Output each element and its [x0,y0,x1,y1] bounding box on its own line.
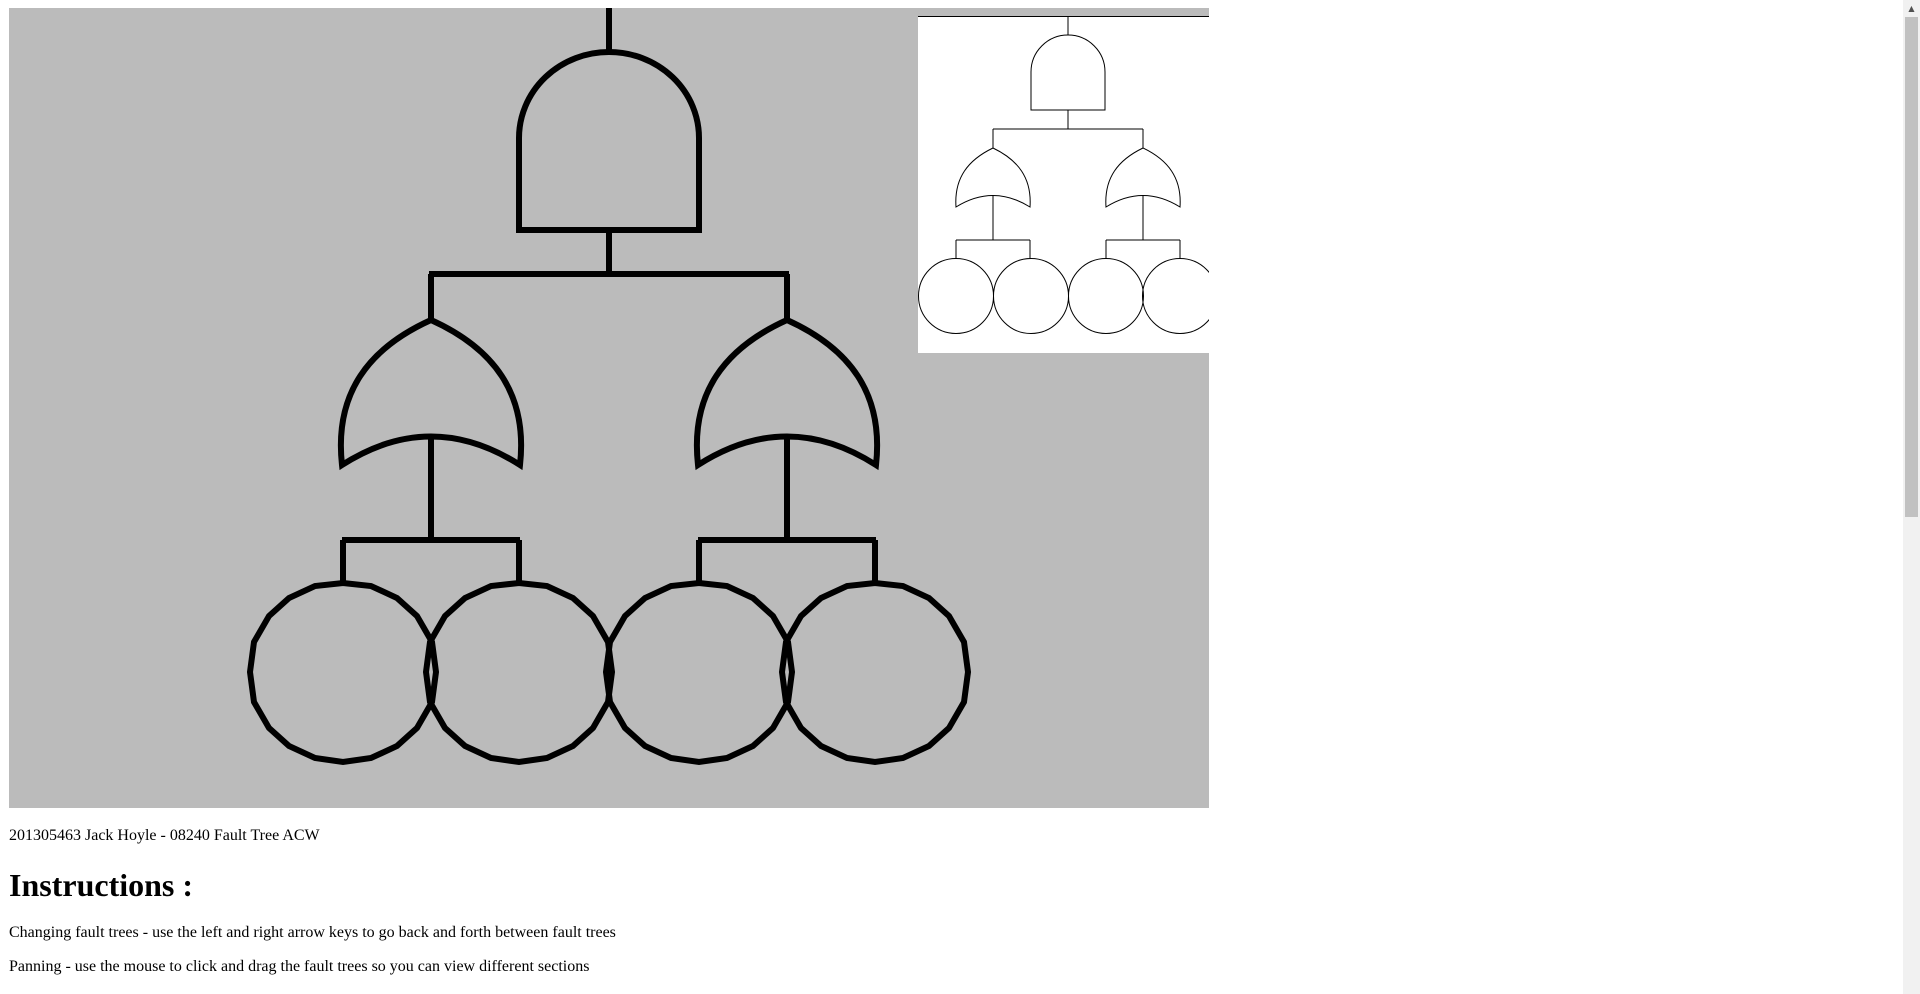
basic-event [246,579,440,766]
and-gate [516,49,702,233]
minimap-basic-event [993,258,1069,334]
vertical-scrollbar[interactable]: ▲ [1903,0,1920,994]
minimap [918,16,1209,353]
minimap-or-gate [1105,147,1181,208]
minimap-and-gate [1030,34,1106,111]
triangle-up-icon[interactable]: ▲ [1908,4,1915,13]
scrollbar-thumb[interactable] [1905,17,1918,517]
instruction-changing-trees: Changing fault trees - use the left and … [9,924,616,941]
basic-event [778,579,972,766]
basic-event [422,579,616,766]
basic-event [602,579,796,766]
fault-tree-drawing [246,8,972,766]
instructions-heading: Instructions : [9,867,194,903]
minimap-drawing [918,16,1209,334]
minimap-basic-event [918,258,994,334]
minimap-basic-event [1068,258,1144,334]
minimap-or-gate [955,147,1031,208]
instruction-panning: Panning - use the mouse to click and dra… [9,958,590,975]
fault-tree-canvas[interactable] [9,8,1209,808]
minimap-basic-event [1142,258,1209,334]
page-caption: 201305463 Jack Hoyle - 08240 Fault Tree … [9,827,320,844]
